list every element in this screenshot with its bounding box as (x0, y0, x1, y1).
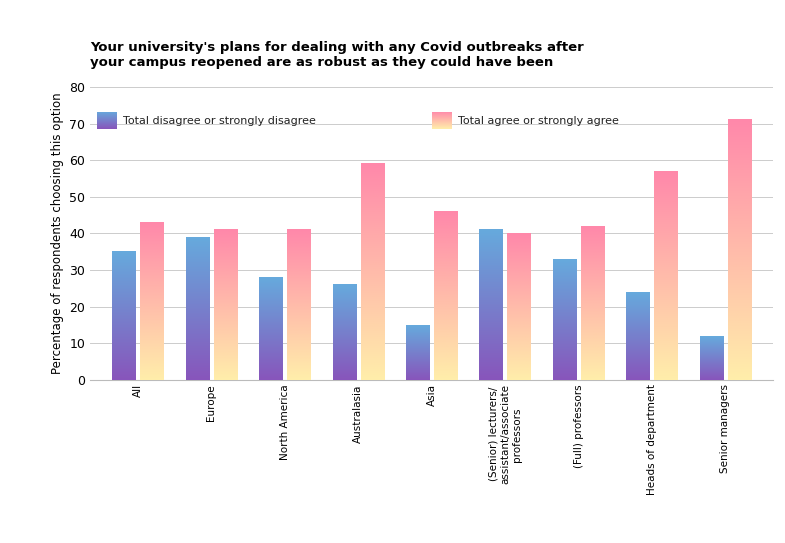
Text: Your university's plans for dealing with any Covid outbreaks after
your campus r: Your university's plans for dealing with… (90, 41, 584, 70)
Y-axis label: Percentage of respondents choosing this option: Percentage of respondents choosing this … (51, 93, 64, 374)
Text: Total agree or strongly agree: Total agree or strongly agree (458, 116, 619, 125)
Text: Total disagree or strongly disagree: Total disagree or strongly disagree (123, 116, 316, 125)
